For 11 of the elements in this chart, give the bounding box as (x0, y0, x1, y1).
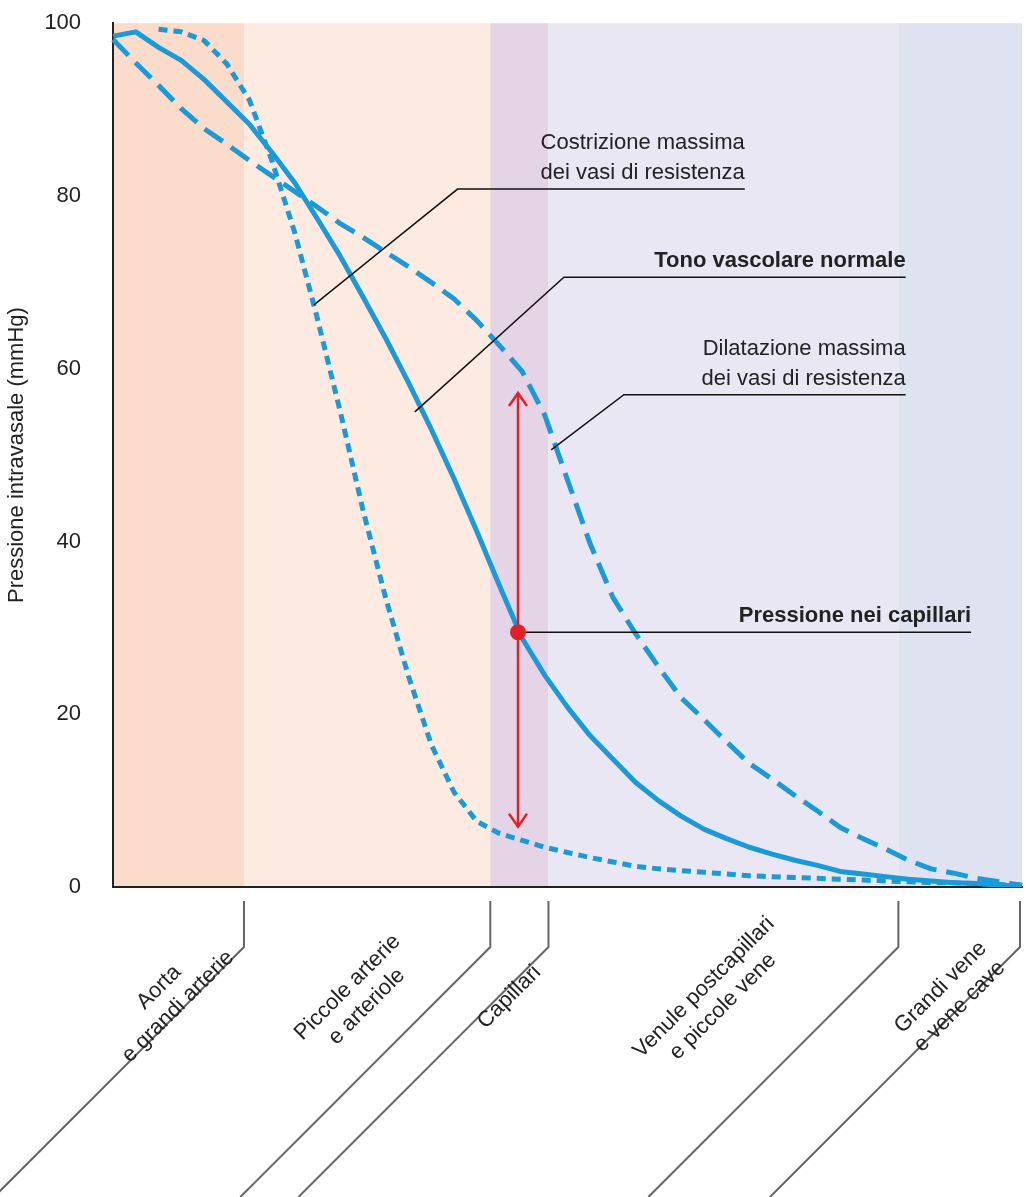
y-tick-label: 40 (56, 527, 82, 553)
y-tick-label: 60 (56, 354, 82, 380)
y-tick-label: 20 (56, 700, 82, 726)
annotation: Pressione nei capillari (738, 602, 972, 628)
annotation: Dilatazione massima dei vasi di resistenza (701, 334, 907, 390)
y-tick-label: 100 (44, 9, 82, 35)
y-axis-title: Pressione intravasale (mmHg) (3, 307, 29, 604)
y-tick-label: 0 (68, 873, 82, 899)
annotation: Tono vascolare normale (654, 247, 906, 273)
y-tick-label: 80 (56, 182, 82, 208)
annotation: Costrizione massima dei vasi di resistenza (540, 129, 746, 185)
